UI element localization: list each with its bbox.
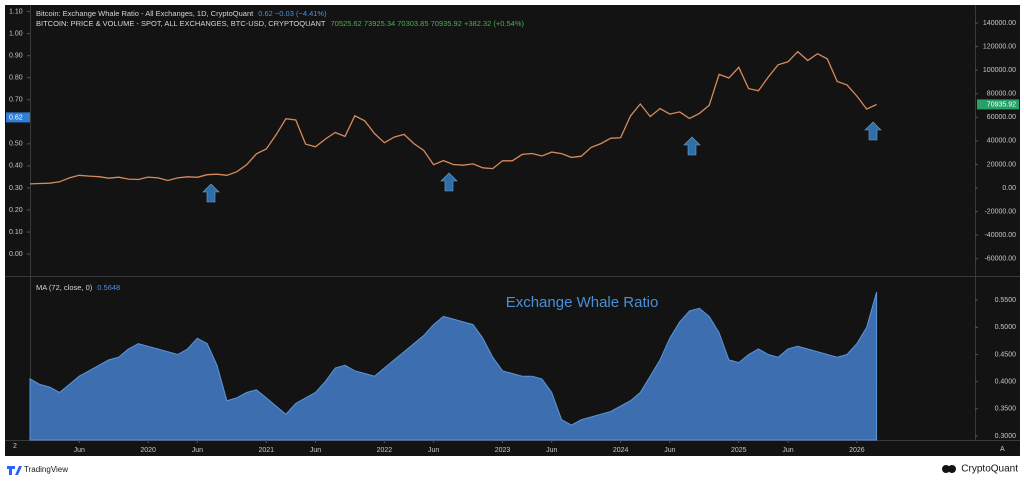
subtitle-values: 70525.62 73925.34 70303.85 70935.92 +382…: [331, 19, 525, 28]
y2-tick-label: 0.3500: [995, 406, 1017, 413]
y2-tick-label: 40000.00: [987, 138, 1016, 145]
y2-tick-label: 0.00: [1002, 185, 1016, 192]
x-tick-label: 2020: [140, 447, 156, 454]
cryptoquant-logo: [948, 465, 956, 473]
arrow: [202, 183, 220, 203]
y2-tick-label: 60000.00: [987, 114, 1016, 121]
y2-tick-label: 120000.00: [983, 43, 1016, 50]
y-tick-label: 0.30: [9, 185, 23, 192]
y-tick-label: 0.00: [9, 251, 23, 258]
y2-tick-label: 0.4500: [995, 351, 1017, 358]
y-tick-label: 0.90: [9, 53, 23, 60]
x-tick-label: Jun: [192, 447, 203, 454]
y2-tick-label: 20000.00: [987, 161, 1016, 168]
x-tick-label: 2024: [613, 447, 629, 454]
current-value-box: [6, 112, 30, 123]
indicator: MA (72, close, 0) 0.5648: [36, 283, 120, 292]
y-tick-label: 0.50: [9, 141, 23, 148]
annotation: Exchange Whale Ratio: [506, 294, 659, 311]
current-price-box: [977, 99, 1019, 110]
arrow: [864, 121, 882, 141]
y-tick-label: 0.20: [9, 207, 23, 214]
x-tick-label: Jun: [546, 447, 557, 454]
chart-subtitle: BITCOIN: PRICE & VOLUME - SPOT, ALL EXCH…: [36, 19, 525, 28]
x-tick-label: 2023: [495, 447, 511, 454]
y-tick-label: 1.10: [9, 8, 23, 15]
y2-tick-label: 80000.00: [987, 91, 1016, 98]
y-tick-label: 0.40: [9, 163, 23, 170]
current-price-label: 70935.92: [987, 101, 1016, 108]
ma-area: [29, 291, 878, 441]
x-tick-label: Jun: [428, 447, 439, 454]
x-tick-label: 2021: [258, 447, 274, 454]
title-text: Bitcoin: Exchange Whale Ratio - All Exch…: [36, 9, 254, 18]
pane-number: 2: [13, 443, 17, 450]
x-tick-label: 2025: [731, 447, 747, 454]
y-tick-label: 0.70: [9, 97, 23, 104]
price-line: [29, 50, 877, 185]
footer-right: CryptoQuant: [961, 464, 1018, 475]
y2-tick-label: 0.3000: [995, 433, 1017, 440]
arrow: [440, 172, 458, 192]
x-tick-label: Jun: [74, 447, 85, 454]
y-tick-label: 0.80: [9, 75, 23, 82]
x-tick-label: 2026: [849, 447, 865, 454]
tradingview-logo: [7, 466, 22, 475]
x-tick-label: 2022: [377, 447, 393, 454]
title-values: 0.62 −0.03 (−4.41%): [258, 9, 327, 18]
x-tick-label: Jun: [782, 447, 793, 454]
arrows: [202, 121, 882, 203]
x-tick-label: Jun: [664, 447, 675, 454]
footer-left: TradingView: [24, 465, 68, 474]
y2-tick-label: 140000.00: [983, 20, 1016, 27]
cryptoquant-logo: [942, 465, 950, 473]
y2-tick-label: 0.5000: [995, 324, 1017, 331]
indicator-label: MA (72, close, 0): [36, 283, 93, 292]
current-value-label: 0.62: [9, 114, 23, 121]
y2-tick-label: 0.5500: [995, 297, 1017, 304]
y2-tick-label: -40000.00: [984, 232, 1016, 239]
y2-tick-label: 0.4000: [995, 378, 1017, 385]
arrow: [683, 136, 701, 156]
chart-title: Bitcoin: Exchange Whale Ratio - All Exch…: [36, 9, 327, 18]
indicator-value: 0.5648: [97, 283, 120, 292]
y2-tick-label: -60000.00: [984, 256, 1016, 263]
footer: TradingView CryptoQuant: [7, 464, 1018, 475]
x-tick-label: Jun: [310, 447, 321, 454]
subtitle-text: BITCOIN: PRICE & VOLUME - SPOT, ALL EXCH…: [36, 19, 326, 28]
y-tick-label: 0.10: [9, 229, 23, 236]
y2-tick-label: 100000.00: [983, 67, 1016, 74]
y2-tick-label: -20000.00: [984, 208, 1016, 215]
y-tick-label: 1.00: [9, 30, 23, 37]
auto-scale-button[interactable]: A: [1000, 446, 1005, 453]
